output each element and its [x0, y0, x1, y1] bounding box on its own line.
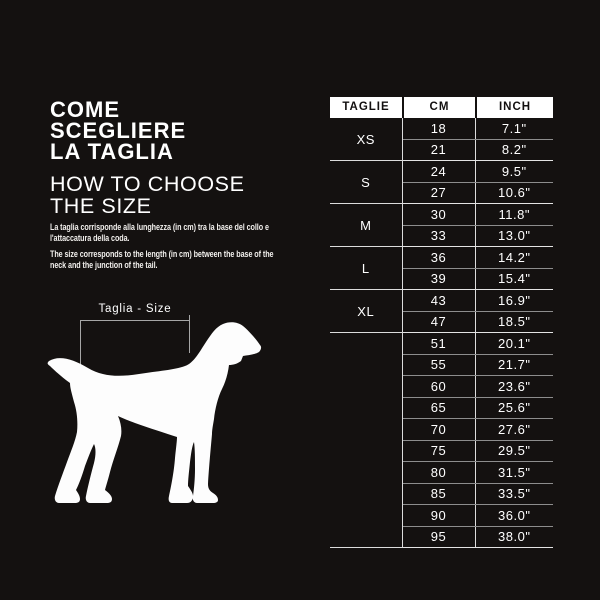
- cm-cell: 80: [402, 461, 476, 484]
- cm-cell: 60: [402, 375, 476, 398]
- description-english: The size corresponds to the length (in c…: [50, 249, 274, 270]
- cm-cell: 21: [402, 139, 476, 161]
- table-row: 55 21.7": [330, 354, 553, 376]
- cm-cell: 70: [402, 418, 476, 441]
- cm-cell: 27: [402, 182, 476, 204]
- table-row: 95 38.0": [330, 526, 553, 548]
- measurement-bracket-tick-left: [80, 320, 81, 364]
- table-row: 33 13.0": [330, 225, 553, 247]
- size-cell: S: [330, 160, 403, 204]
- inch-cell: 10.6": [475, 182, 553, 204]
- size-table-header: TAGLIE CM INCH: [330, 97, 553, 118]
- table-row: XL 43 16.9": [330, 289, 553, 333]
- size-table: XS 18 7.1" 21 8.2" S 24 9.5" 27 10.6" M 30 11.8" 33 13…: [330, 118, 553, 548]
- size-table-panel: TAGLIE CM INCH XS 18 7.1" 21 8.2" S 24 9.5" 27 10…: [330, 97, 553, 548]
- cm-cell: 85: [402, 483, 476, 505]
- table-row: XS 18 7.1": [330, 118, 553, 161]
- inch-cell: 23.6": [475, 375, 553, 398]
- dog-silhouette-icon: [44, 300, 284, 510]
- measurement-bracket-line: [80, 320, 190, 321]
- header-inch: INCH: [475, 97, 553, 118]
- inch-cell: 31.5": [475, 461, 553, 484]
- cm-cell: 24: [402, 160, 476, 183]
- inch-cell: 14.2": [475, 246, 553, 269]
- table-row: 27 10.6": [330, 182, 553, 204]
- inch-cell: 20.1": [475, 332, 553, 355]
- inch-cell: 7.1": [475, 118, 553, 140]
- inch-cell: 9.5": [475, 160, 553, 183]
- inch-cell: 25.6": [475, 397, 553, 419]
- size-cell: XS: [330, 118, 403, 161]
- size-cell: XL: [330, 289, 403, 333]
- inch-cell: 36.0": [475, 504, 553, 527]
- description-block: La taglia corrisponde alla lunghezza (in…: [50, 222, 320, 276]
- cm-cell: 90: [402, 504, 476, 527]
- cm-cell: 95: [402, 526, 476, 548]
- table-row: S 24 9.5": [330, 160, 553, 204]
- inch-cell: 11.8": [475, 203, 553, 226]
- cm-cell: 43: [402, 289, 476, 312]
- table-row: 65 25.6": [330, 397, 553, 419]
- subtitle-line-2: THE SIZE: [50, 194, 152, 218]
- description-italian: La taglia corrisponde alla lunghezza (in…: [50, 222, 269, 243]
- page-title: COME SCEGLIERE LA TAGLIA: [50, 97, 320, 164]
- table-row: 90 36.0": [330, 504, 553, 527]
- inch-cell: 29.5": [475, 440, 553, 462]
- title-line-3: LA TAGLIA: [50, 139, 174, 164]
- inch-cell: 18.5": [475, 311, 553, 333]
- size-cell: [330, 332, 403, 548]
- cm-cell: 51: [402, 332, 476, 355]
- inch-cell: 33.5": [475, 483, 553, 505]
- table-row: 85 33.5": [330, 483, 553, 505]
- size-cell: M: [330, 203, 403, 247]
- cm-cell: 36: [402, 246, 476, 269]
- table-row: M 30 11.8": [330, 203, 553, 247]
- table-row: 21 8.2": [330, 139, 553, 161]
- cm-cell: 65: [402, 397, 476, 419]
- table-row: 39 15.4": [330, 268, 553, 290]
- inch-cell: 13.0": [475, 225, 553, 247]
- inch-cell: 15.4": [475, 268, 553, 290]
- cm-cell: 39: [402, 268, 476, 290]
- title-line-2: SCEGLIERE: [50, 118, 187, 143]
- table-row: 75 29.5": [330, 440, 553, 462]
- cm-cell: 30: [402, 203, 476, 226]
- table-row: L 36 14.2": [330, 246, 553, 290]
- title-line-1: COME: [50, 97, 120, 122]
- measurement-label: Taglia - Size: [98, 303, 172, 315]
- inch-cell: 27.6": [475, 418, 553, 441]
- page-subtitle: HOW TO CHOOSE THE SIZE: [50, 173, 320, 217]
- table-row: 51 20.1": [330, 332, 553, 548]
- cm-cell: 55: [402, 354, 476, 376]
- header-cm: CM: [402, 97, 475, 118]
- measurement-bracket-tick-right: [189, 315, 190, 353]
- inch-cell: 21.7": [475, 354, 553, 376]
- size-cell: L: [330, 246, 403, 290]
- table-row: 80 31.5": [330, 461, 553, 484]
- cm-cell: 47: [402, 311, 476, 333]
- inch-cell: 8.2": [475, 139, 553, 161]
- subtitle-line-1: HOW TO CHOOSE: [50, 172, 245, 196]
- cm-cell: 33: [402, 225, 476, 247]
- intro-block: COME SCEGLIERE LA TAGLIA HOW TO CHOOSE T…: [50, 97, 320, 218]
- table-row: 47 18.5": [330, 311, 553, 333]
- cm-cell: 18: [402, 118, 476, 140]
- inch-cell: 38.0": [475, 526, 553, 548]
- table-row: 70 27.6": [330, 418, 553, 441]
- inch-cell: 16.9": [475, 289, 553, 312]
- header-taglie: TAGLIE: [342, 101, 390, 113]
- cm-cell: 75: [402, 440, 476, 462]
- table-row: 60 23.6": [330, 375, 553, 398]
